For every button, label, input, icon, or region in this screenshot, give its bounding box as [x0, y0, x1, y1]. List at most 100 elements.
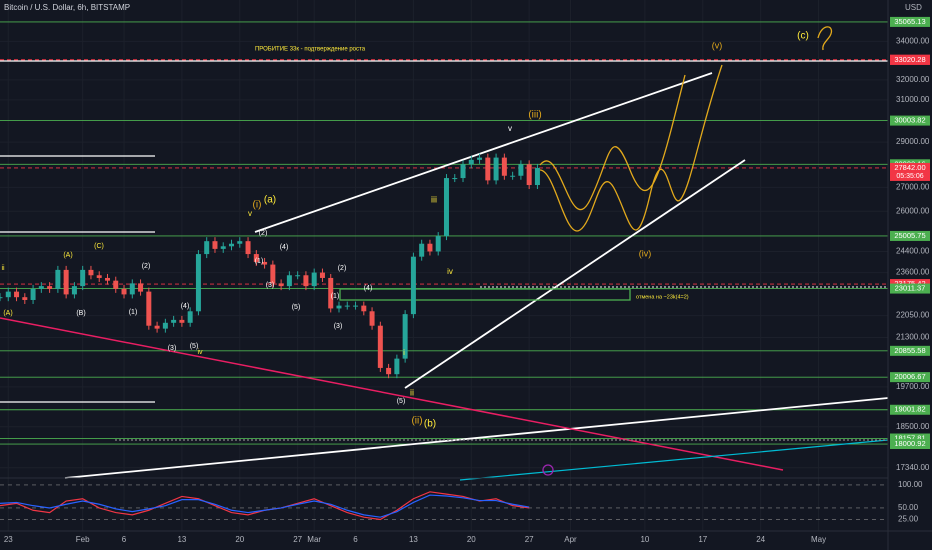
candle: [237, 241, 243, 244]
candle: [353, 305, 359, 307]
price-label: 20855.58: [894, 346, 925, 355]
y-tick-label: 26000.00: [896, 206, 930, 215]
candle: [63, 269, 69, 295]
price-label: 19001.82: [894, 405, 925, 414]
candle: [0, 297, 3, 299]
x-tick-label: 10: [640, 535, 649, 544]
price-label-box: [890, 230, 930, 241]
x-tick-label: 6: [353, 535, 358, 544]
wave-label: iii: [431, 194, 437, 204]
candle: [5, 291, 11, 298]
candle: [187, 311, 193, 323]
candle: [278, 283, 284, 287]
wave-label: (c): [797, 31, 809, 42]
price-label-box: [890, 16, 930, 27]
candle: [419, 243, 425, 257]
candle: [328, 277, 334, 309]
y-tick-label: 19700.00: [896, 382, 930, 391]
x-tick-label: Feb: [76, 535, 90, 544]
candle: [138, 283, 144, 292]
candle: [410, 256, 416, 315]
wave-label: (1): [255, 258, 264, 265]
y-tick-label: 25.00: [898, 515, 919, 524]
oscillator: [0, 484, 888, 521]
x-tick-label: 17: [698, 535, 707, 544]
x-tick-label: 27: [293, 535, 302, 544]
candle: [319, 272, 325, 278]
candle: [204, 241, 210, 255]
candle: [493, 157, 499, 181]
wave-label: (4): [364, 285, 373, 292]
candle: [369, 311, 375, 326]
wave-label: (4): [181, 303, 190, 310]
candle: [71, 286, 77, 295]
price-label: 18157.81: [894, 434, 925, 443]
x-tick-label: 13: [409, 535, 418, 544]
candle: [162, 322, 168, 329]
candle: [129, 283, 135, 295]
candle: [253, 254, 259, 262]
annotations: (a)(b)(c)(i)v(ii)(iii)(iv)(v)iiiiiiivv(A…: [1, 31, 808, 430]
price-label: 35065.13: [894, 17, 925, 26]
y-tick-label: 34000.00: [896, 37, 930, 46]
candle: [286, 275, 292, 287]
y-tick-label: 24400.00: [896, 247, 930, 256]
candle: [394, 358, 400, 375]
x-tick-label: 13: [177, 535, 186, 544]
candle: [534, 167, 540, 186]
candle: [443, 178, 449, 237]
wave-label: (4): [280, 244, 289, 251]
wave-label: iv: [197, 349, 203, 356]
price-label-box: [890, 283, 930, 294]
candle: [154, 325, 160, 329]
x-tick-label: 20: [467, 535, 476, 544]
candle: [518, 164, 524, 176]
candle: [485, 157, 491, 181]
candle: [212, 241, 218, 249]
wave-label: (v): [712, 40, 723, 50]
candle: [311, 272, 317, 287]
candle: [344, 305, 350, 307]
wave-label: (5): [397, 398, 406, 405]
axes: 23 Feb 6 13 20 27 Mar 6 13 20 27 Apr 10 17 24 May 34000.…: [4, 17, 930, 544]
wave-label: (1): [331, 293, 340, 300]
candle: [38, 286, 44, 289]
chart-title: Bitcoin / U.S. Dollar, 6h, BITSTAMP: [4, 3, 130, 12]
candle: [377, 325, 383, 368]
y-tick-label: 23600.00: [896, 268, 930, 277]
y-tick-label: 29000.00: [896, 137, 930, 146]
candle: [386, 367, 392, 375]
wave-label: v: [248, 209, 252, 218]
candles: [0, 153, 540, 379]
price-label-box: [890, 433, 930, 444]
wave-label: iv: [447, 267, 453, 276]
y-tick-label: 18500.00: [896, 422, 930, 431]
y-tick-label: 17340.00: [896, 463, 930, 472]
wave-label: (ii): [411, 416, 422, 427]
candle: [245, 241, 251, 255]
candle: [104, 277, 110, 281]
candle: [270, 264, 276, 284]
price-label-box: [890, 404, 930, 415]
x-tick-label: Mar: [307, 535, 321, 544]
wave-label: (5): [292, 304, 301, 311]
price-label: 23175.42: [894, 279, 925, 288]
wave-label: (3): [334, 323, 343, 330]
candle: [229, 243, 235, 247]
x-tick-label: May: [811, 535, 826, 544]
wave-label: (3): [168, 345, 177, 352]
wave-label: (2): [142, 263, 151, 270]
price-label: 18000.92: [894, 439, 925, 448]
x-tick-label: 27: [525, 535, 534, 544]
x-tick-label: 24: [756, 535, 765, 544]
x-tick-label: 20: [235, 535, 244, 544]
price-label-box: [890, 54, 930, 65]
wave-label: (1): [129, 309, 138, 316]
wave-label: (i): [253, 200, 262, 211]
x-tick-label: Apr: [564, 535, 577, 544]
price-label: 25005.75: [894, 231, 925, 240]
y-tick-label: 100.00: [898, 480, 923, 489]
